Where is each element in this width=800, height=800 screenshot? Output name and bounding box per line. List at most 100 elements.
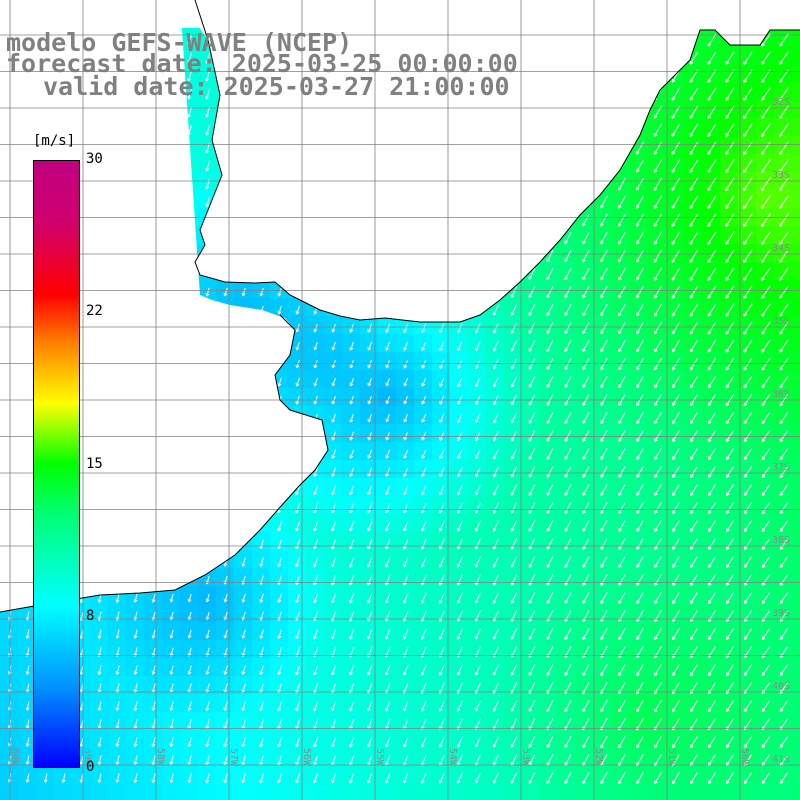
wind-cell	[720, 82, 739, 101]
wind-cell	[450, 586, 469, 605]
wind-cell	[468, 766, 487, 785]
wind-cell	[324, 550, 343, 569]
wind-cell	[540, 676, 559, 695]
wind-cell	[666, 226, 685, 245]
wind-cell	[684, 586, 703, 605]
wind-cell	[162, 748, 181, 767]
wind-cell	[738, 442, 757, 461]
wind-cell	[666, 370, 685, 389]
wind-cell	[594, 478, 613, 497]
wind-cell	[162, 640, 181, 659]
wind-cell	[234, 766, 253, 785]
wind-cell	[648, 460, 667, 479]
wind-cell	[540, 640, 559, 659]
wind-cell	[504, 568, 523, 587]
wind-cell	[612, 316, 631, 335]
wind-cell	[558, 658, 577, 677]
wind-cell	[360, 424, 379, 443]
wind-cell	[342, 712, 361, 731]
wind-cell	[288, 784, 307, 800]
wind-cell	[360, 676, 379, 695]
wind-cell	[792, 226, 800, 245]
wind-cell	[414, 496, 433, 515]
wind-cell	[468, 496, 487, 515]
wind-cell	[180, 784, 199, 800]
wind-cell	[540, 550, 559, 569]
wind-cell	[432, 784, 451, 800]
wind-cell	[504, 640, 523, 659]
wind-cell	[612, 496, 631, 515]
colorbar	[33, 160, 80, 768]
wind-cell	[576, 280, 595, 299]
wind-cell	[18, 712, 37, 731]
wind-cell	[702, 586, 721, 605]
wind-cell	[702, 622, 721, 641]
wind-cell	[738, 478, 757, 497]
wind-cell	[522, 658, 541, 677]
wind-cell	[360, 460, 379, 479]
wind-cell	[774, 640, 793, 659]
wind-cell	[774, 46, 793, 65]
wind-cell	[342, 424, 361, 443]
wind-cell	[720, 496, 739, 515]
wind-cell	[486, 514, 505, 533]
wind-cell	[684, 514, 703, 533]
wind-cell	[414, 676, 433, 695]
wind-cell	[630, 586, 649, 605]
wind-cell	[450, 784, 469, 800]
wind-cell	[666, 352, 685, 371]
wind-cell	[684, 712, 703, 731]
wind-cell	[648, 640, 667, 659]
wind-cell	[594, 586, 613, 605]
wind-cell	[18, 604, 37, 623]
wind-cell	[612, 334, 631, 353]
wind-cell	[198, 604, 217, 623]
wind-cell	[90, 748, 109, 767]
wind-cell	[468, 622, 487, 641]
wind-cell	[558, 262, 577, 281]
wind-cell	[594, 316, 613, 335]
wind-cell	[774, 676, 793, 695]
wind-cell	[18, 694, 37, 713]
wind-cell	[360, 388, 379, 407]
wind-cell	[396, 568, 415, 587]
wind-cell	[486, 388, 505, 407]
wind-cell	[630, 622, 649, 641]
wind-cell	[504, 550, 523, 569]
wind-cell	[306, 712, 325, 731]
wind-cell	[486, 586, 505, 605]
wind-cell	[558, 622, 577, 641]
wind-cell	[90, 730, 109, 749]
wind-cell	[396, 622, 415, 641]
wind-cell	[576, 226, 595, 245]
wind-cell	[108, 748, 127, 767]
wind-cell	[108, 658, 127, 677]
wind-cell	[216, 784, 235, 800]
wind-cell	[90, 658, 109, 677]
wind-cell	[486, 406, 505, 425]
wind-cell	[792, 352, 800, 371]
wind-cell	[612, 370, 631, 389]
wind-cell	[720, 262, 739, 281]
wind-cell	[360, 784, 379, 800]
wind-cell	[756, 118, 775, 137]
wind-cell	[198, 82, 217, 101]
wind-cell	[36, 766, 55, 785]
wind-cell	[432, 460, 451, 479]
wind-cell	[0, 784, 19, 800]
wind-cell	[774, 622, 793, 641]
wind-cell	[108, 766, 127, 785]
wind-cell	[774, 100, 793, 119]
wind-cell	[504, 478, 523, 497]
latitude-label: 35S	[772, 316, 790, 327]
wind-cell	[756, 676, 775, 695]
wind-cell	[324, 622, 343, 641]
wind-cell	[414, 334, 433, 353]
wind-cell	[774, 712, 793, 731]
wind-cell	[738, 316, 757, 335]
wind-cell	[126, 604, 145, 623]
wind-cell	[702, 262, 721, 281]
wind-cell	[684, 154, 703, 173]
wind-cell	[360, 550, 379, 569]
